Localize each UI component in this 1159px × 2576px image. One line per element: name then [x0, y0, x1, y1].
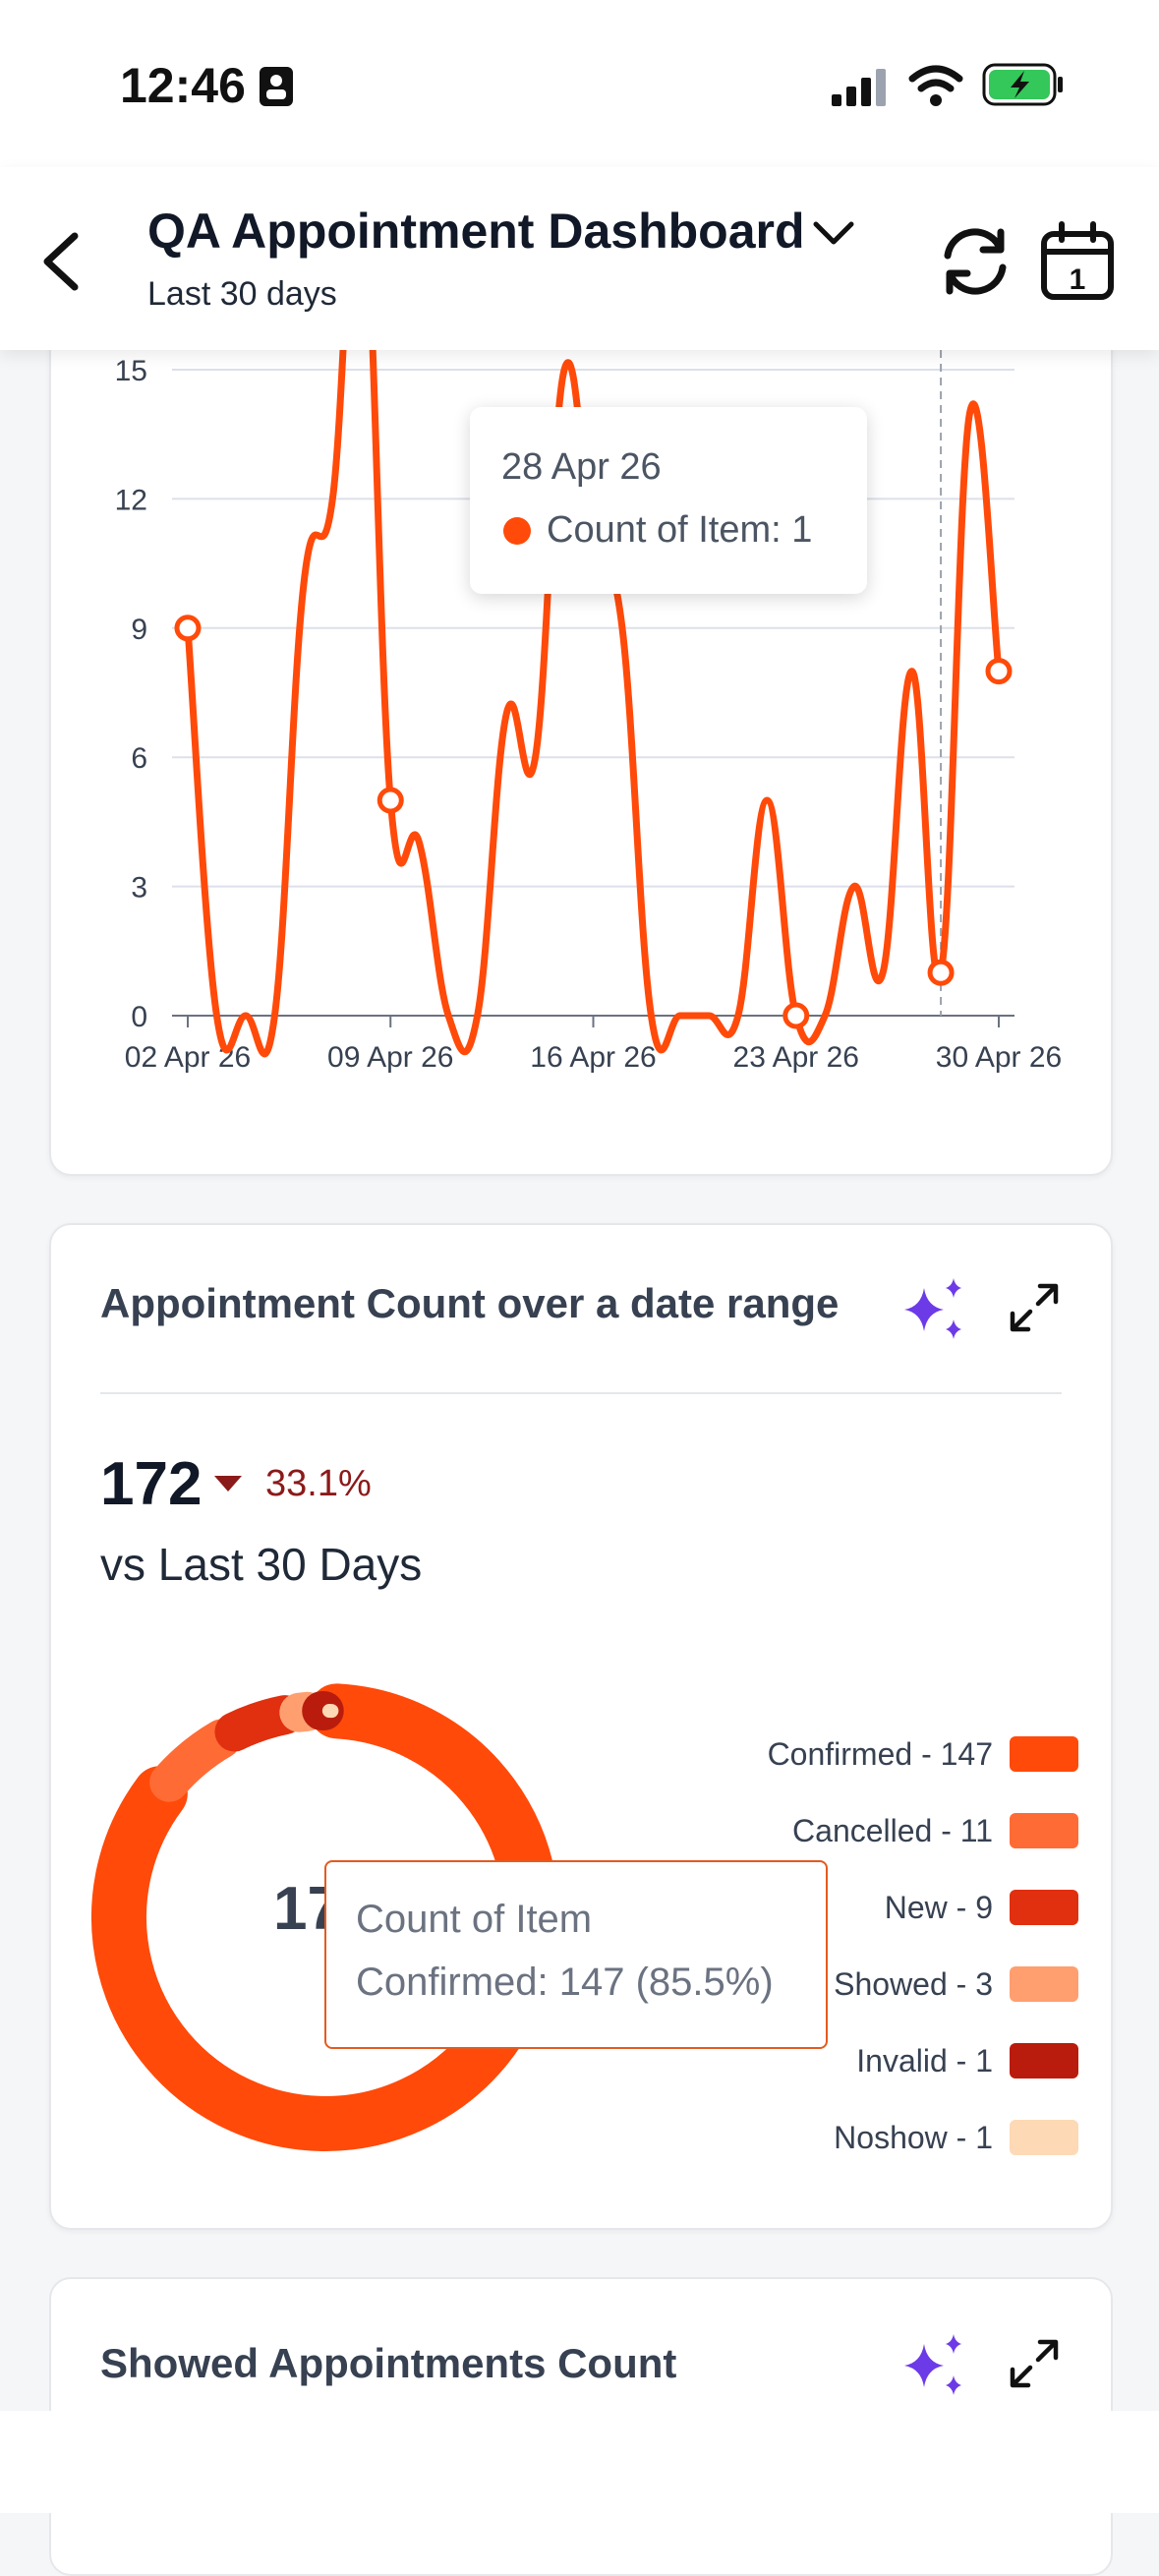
legend-label: Showed - 3 — [834, 1966, 993, 2003]
data-point[interactable] — [988, 661, 1010, 682]
legend-item[interactable]: Noshow - 1 — [51, 2120, 1111, 2159]
x-tick-label: 09 Apr 26 — [327, 1041, 453, 1074]
x-tick-label: 16 Apr 26 — [530, 1041, 656, 1074]
legend-label: Confirmed - 147 — [768, 1736, 993, 1773]
tooltip-title: Count of Item — [356, 1898, 592, 1942]
series-dot-icon — [503, 517, 531, 545]
legend-swatch — [1010, 1966, 1078, 2002]
legend-label: Noshow - 1 — [834, 2120, 993, 2156]
legend-item[interactable]: Invalid - 1 — [51, 2043, 1111, 2082]
y-tick-label: 3 — [131, 872, 147, 905]
data-point[interactable] — [785, 1005, 807, 1026]
y-tick-label: 9 — [131, 614, 147, 646]
bottom-safe-area — [0, 2411, 1159, 2513]
y-tick-label: 6 — [131, 742, 147, 775]
data-point[interactable] — [379, 790, 401, 811]
appointment-count-card: Appointment Count over a date range 172 … — [49, 1223, 1113, 2230]
legend-label: Cancelled - 11 — [792, 1813, 993, 1849]
y-tick-label: 15 — [115, 355, 147, 387]
data-point[interactable] — [930, 962, 952, 983]
back-button[interactable] — [28, 222, 96, 301]
y-tick-label: 0 — [131, 1001, 147, 1033]
x-tick-label: 23 Apr 26 — [733, 1041, 859, 1074]
legend-swatch — [1010, 1890, 1078, 1925]
refresh-button[interactable] — [934, 220, 1016, 303]
dashboard-title[interactable]: QA Appointment Dashboard — [147, 203, 805, 260]
legend-swatch — [1010, 2120, 1078, 2155]
x-tick-label: 30 Apr 26 — [936, 1041, 1062, 1074]
svg-text:1: 1 — [1070, 263, 1086, 296]
data-point[interactable] — [177, 617, 199, 639]
donut-slice-new[interactable] — [234, 1715, 284, 1731]
legend-swatch — [1010, 2043, 1078, 2078]
ai-sparkle-icon[interactable] — [898, 2330, 969, 2401]
expand-icon[interactable] — [1007, 2336, 1062, 2391]
legend-label: Invalid - 1 — [856, 2043, 993, 2079]
tooltip-value: Confirmed: 147 (85.5%) — [356, 1961, 774, 2005]
legend-swatch — [1010, 1736, 1078, 1772]
legend-swatch — [1010, 1813, 1078, 1848]
date-range-label: Last 30 days — [147, 275, 337, 314]
line-chart-tooltip: 28 Apr 26 Count of Item: 1 — [470, 407, 867, 594]
card-title: Showed Appointments Count — [100, 2340, 676, 2387]
donut-tooltip: Count of Item Confirmed: 147 (85.5%) — [324, 1860, 828, 2049]
dashboard-header: QA Appointment Dashboard Last 30 days 1 — [0, 167, 1159, 350]
legend-item[interactable]: Confirmed - 147 — [51, 1736, 1111, 1776]
y-tick-label: 12 — [115, 484, 147, 516]
chevron-down-icon[interactable] — [806, 206, 861, 262]
tooltip-date: 28 Apr 26 — [501, 446, 662, 489]
legend-label: New - 9 — [885, 1890, 993, 1926]
legend-item[interactable]: Cancelled - 11 — [51, 1813, 1111, 1852]
tooltip-value: Count of Item: 1 — [547, 509, 812, 552]
calendar-button[interactable]: 1 — [1038, 220, 1117, 303]
